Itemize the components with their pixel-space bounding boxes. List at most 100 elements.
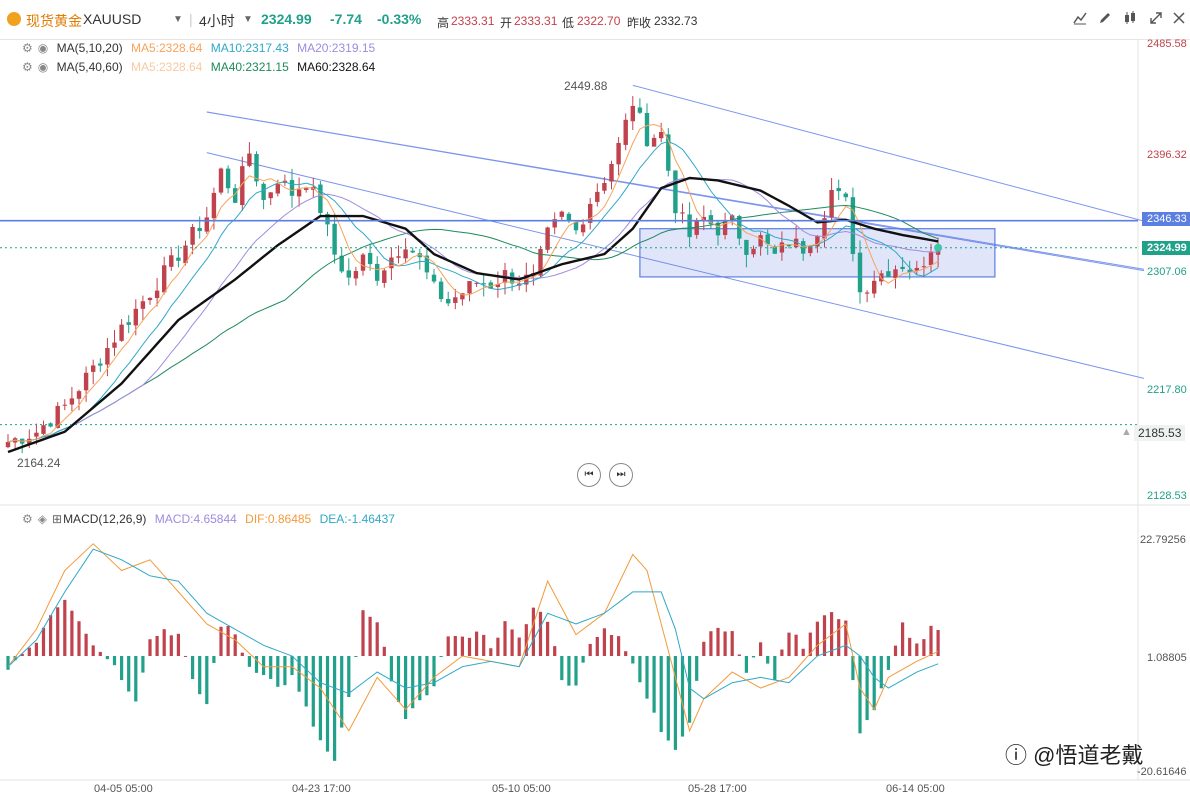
- candle-body: [808, 246, 813, 254]
- visibility-eye-icon[interactable]: ◉: [37, 41, 49, 55]
- visibility-eye-icon[interactable]: ◉: [37, 60, 49, 74]
- high-value: 2333.31: [451, 14, 495, 28]
- macd-histogram-bar: [496, 637, 500, 656]
- close-icon[interactable]: [1170, 11, 1188, 29]
- macd-histogram-bar: [219, 626, 223, 656]
- macd-histogram-bar: [915, 643, 919, 656]
- macd-histogram-bar: [340, 656, 344, 728]
- candle-body: [325, 213, 330, 225]
- candle-body: [438, 281, 444, 300]
- scroll-right-button[interactable]: ⏭: [609, 463, 633, 487]
- macd-histogram-bar: [91, 645, 95, 656]
- macd-histogram-bar: [262, 656, 266, 676]
- swing-high-label: 2449.88: [564, 79, 608, 93]
- symbol-code[interactable]: XAUUSD: [83, 11, 142, 27]
- hline-price-tag[interactable]: 2346.33: [1142, 212, 1190, 226]
- settings-icon[interactable]: ⚙: [22, 60, 33, 74]
- macd-histogram-bar: [396, 656, 401, 702]
- candle-body: [289, 180, 295, 196]
- chart-header: 现货黄金 XAUUSD ▼ | 4小时 ▼ 2324.99 -7.74 -0.3…: [0, 0, 1190, 40]
- macd-histogram-bar: [120, 656, 124, 680]
- macd-histogram-bar: [233, 634, 237, 656]
- macd-histogram-bar: [418, 656, 422, 701]
- candle-body: [112, 342, 117, 348]
- macd-histogram-bar: [34, 642, 38, 656]
- candle-body: [545, 227, 550, 250]
- alert-bell-icon[interactable]: ▲: [1121, 426, 1132, 438]
- y-tick-0: 2485.58: [1147, 38, 1187, 50]
- macd-histogram-bar: [56, 607, 60, 656]
- candle-body: [169, 255, 174, 267]
- candle-body: [346, 270, 351, 278]
- open-label: 开: [500, 16, 513, 30]
- macd-histogram-bar: [169, 635, 173, 656]
- macd-panel: [6, 543, 940, 761]
- candle-body: [836, 188, 841, 192]
- macd-histogram-bar: [453, 635, 457, 656]
- macd-tick-2: -20.61646: [1137, 766, 1187, 778]
- interval-selector[interactable]: 4小时: [199, 13, 235, 29]
- macd-histogram-bar: [560, 656, 564, 681]
- macd-histogram-bar: [680, 656, 685, 737]
- candle-body: [296, 189, 302, 197]
- candle-body: [261, 183, 266, 200]
- macd-histogram-bar: [879, 656, 883, 689]
- settings-icon[interactable]: ⚙: [22, 512, 33, 526]
- dif-line: [7, 543, 939, 733]
- candle-body: [673, 170, 678, 214]
- draw-pen-icon[interactable]: [1096, 11, 1114, 29]
- settings-icon[interactable]: ⚙: [22, 41, 33, 55]
- macd-histogram-bar: [63, 599, 67, 656]
- visibility-eye-icon[interactable]: ◈: [37, 512, 47, 526]
- candle-body: [453, 297, 458, 303]
- macd-histogram-bar: [368, 616, 372, 656]
- macd-histogram-bar: [105, 656, 109, 660]
- macd-histogram-bar: [517, 637, 521, 656]
- macd-histogram-bar: [49, 615, 53, 656]
- macd-histogram-bar: [411, 656, 415, 709]
- candle-body: [651, 137, 657, 147]
- macd-histogram-bar: [254, 656, 259, 673]
- fullscreen-icon[interactable]: [1147, 11, 1165, 29]
- ma40-line: [7, 204, 939, 443]
- candle-body: [900, 266, 905, 270]
- symbol-dropdown-icon[interactable]: ▼: [173, 14, 183, 25]
- macd-histogram-bar: [276, 656, 280, 687]
- interval-dropdown-icon[interactable]: ▼: [243, 14, 253, 25]
- candle-body: [495, 284, 501, 287]
- macd-histogram-bar: [631, 656, 635, 664]
- candle-body: [772, 246, 777, 254]
- macd-histogram-bar: [659, 656, 663, 733]
- macd-histogram-bar: [581, 656, 585, 663]
- macd-histogram-bar: [375, 622, 379, 656]
- candle-body: [857, 252, 863, 293]
- macd-histogram-bar: [382, 646, 386, 656]
- ma60-line: [7, 176, 939, 454]
- candle-body: [417, 253, 422, 258]
- candle-body: [573, 222, 579, 231]
- macd-histogram-bar: [588, 643, 592, 656]
- dea-value: DEA:-1.46437: [319, 512, 395, 526]
- macd-histogram-bar: [162, 629, 166, 656]
- candle-body: [580, 224, 586, 233]
- candle-body: [41, 425, 46, 434]
- macd-histogram-bar: [609, 634, 614, 656]
- candle-body: [481, 283, 486, 285]
- y-tick-2: 2307.06: [1147, 266, 1187, 278]
- candle-style-icon[interactable]: [1121, 11, 1139, 29]
- symbol-name[interactable]: 现货黄金: [26, 13, 82, 29]
- scroll-left-button[interactable]: ⏮: [577, 463, 601, 487]
- candle-body: [829, 189, 834, 218]
- expand-icon[interactable]: ⊞: [52, 512, 63, 526]
- ma-legend-1: ⚙ ◉ MA(5,10,20) MA5:2328.64 MA10:2317.43 …: [22, 41, 380, 55]
- macd-histogram-bar: [936, 629, 940, 656]
- macd-histogram-bar: [141, 656, 145, 673]
- line-chart-icon[interactable]: [1071, 11, 1089, 29]
- macd-histogram-bar: [922, 639, 926, 656]
- divider: |: [189, 11, 193, 27]
- candle-body: [694, 220, 699, 235]
- candle-body: [332, 223, 337, 255]
- macd-histogram-bar: [716, 627, 720, 656]
- candle-body: [183, 245, 188, 264]
